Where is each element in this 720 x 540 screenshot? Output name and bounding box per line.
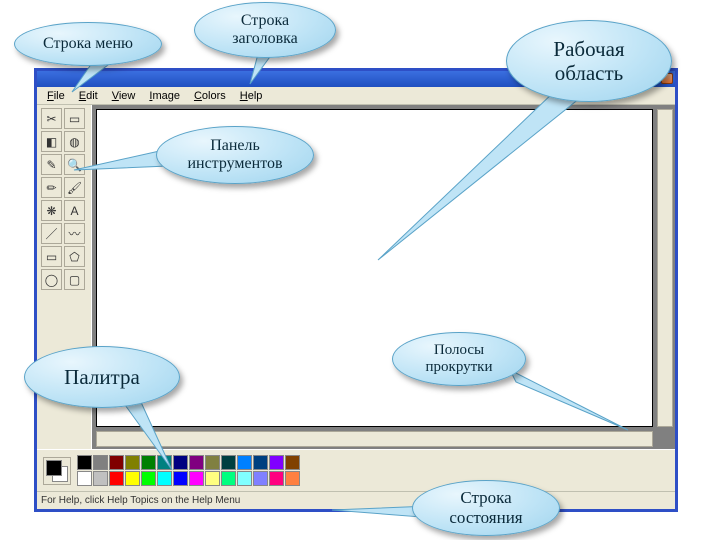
- menu-file[interactable]: File: [41, 89, 71, 103]
- swatch[interactable]: [141, 471, 156, 486]
- swatch[interactable]: [77, 471, 92, 486]
- swatch[interactable]: [237, 455, 252, 470]
- swatch[interactable]: [205, 471, 220, 486]
- menu-help[interactable]: Help: [234, 89, 269, 103]
- paint-window: FileEditViewImageColorsHelp ✂▭◧◍✎🔍✏🖌❋A／〰…: [34, 68, 678, 512]
- callout-menu: Строка меню: [14, 22, 162, 66]
- swatch[interactable]: [93, 455, 108, 470]
- line-icon[interactable]: ／: [41, 223, 62, 244]
- swatch[interactable]: [125, 455, 140, 470]
- rect-icon[interactable]: ▭: [41, 246, 62, 267]
- swatch[interactable]: [221, 455, 236, 470]
- text-icon[interactable]: A: [64, 200, 85, 221]
- swatch[interactable]: [109, 471, 124, 486]
- callout-scrollbars: Полосыпрокрутки: [392, 332, 526, 386]
- menu-image[interactable]: Image: [143, 89, 186, 103]
- swatch[interactable]: [285, 471, 300, 486]
- airbrush-icon[interactable]: ❋: [41, 200, 62, 221]
- swatch[interactable]: [157, 471, 172, 486]
- pencil-icon[interactable]: ✏: [41, 177, 62, 198]
- swatch[interactable]: [269, 471, 284, 486]
- ellipse-icon[interactable]: ◯: [41, 269, 62, 290]
- free-select-icon[interactable]: ✂: [41, 108, 62, 129]
- menu-colors[interactable]: Colors: [188, 89, 232, 103]
- swatch[interactable]: [173, 471, 188, 486]
- callout-status: Строкасостояния: [412, 480, 560, 536]
- swatch[interactable]: [109, 455, 124, 470]
- fill-icon[interactable]: ◍: [64, 131, 85, 152]
- palette: [37, 449, 675, 491]
- swatch[interactable]: [189, 471, 204, 486]
- swatches: [77, 455, 300, 486]
- callout-tools: Панельинструментов: [156, 126, 314, 184]
- swatch[interactable]: [125, 471, 140, 486]
- callout-workspace: Рабочаяобласть: [506, 20, 672, 102]
- menu-edit[interactable]: Edit: [73, 89, 104, 103]
- eraser-icon[interactable]: ◧: [41, 131, 62, 152]
- swatch[interactable]: [93, 471, 108, 486]
- swatch[interactable]: [253, 471, 268, 486]
- status-text: For Help, click Help Topics on the Help …: [41, 495, 240, 506]
- roundrect-icon[interactable]: ▢: [64, 269, 85, 290]
- swatch[interactable]: [77, 455, 92, 470]
- callout-palette: Палитра: [24, 346, 180, 408]
- swatch[interactable]: [269, 455, 284, 470]
- menu-view[interactable]: View: [106, 89, 142, 103]
- callout-titlebar: Строказаголовка: [194, 2, 336, 58]
- poly-icon[interactable]: ⬠: [64, 246, 85, 267]
- select-icon[interactable]: ▭: [64, 108, 85, 129]
- color-indicator[interactable]: [43, 457, 71, 485]
- swatch[interactable]: [221, 471, 236, 486]
- picker-icon[interactable]: ✎: [41, 154, 62, 175]
- curve-icon[interactable]: 〰: [64, 223, 85, 244]
- swatch[interactable]: [141, 455, 156, 470]
- swatch[interactable]: [285, 455, 300, 470]
- horizontal-scrollbar[interactable]: [96, 431, 653, 447]
- swatch[interactable]: [189, 455, 204, 470]
- fg-color: [46, 460, 62, 476]
- zoom-icon[interactable]: 🔍: [64, 154, 85, 175]
- statusbar: For Help, click Help Topics on the Help …: [37, 491, 675, 509]
- swatch[interactable]: [253, 455, 268, 470]
- swatch[interactable]: [173, 455, 188, 470]
- swatch[interactable]: [237, 471, 252, 486]
- swatch[interactable]: [205, 455, 220, 470]
- swatch[interactable]: [157, 455, 172, 470]
- vertical-scrollbar[interactable]: [657, 109, 673, 427]
- brush-icon[interactable]: 🖌: [64, 177, 85, 198]
